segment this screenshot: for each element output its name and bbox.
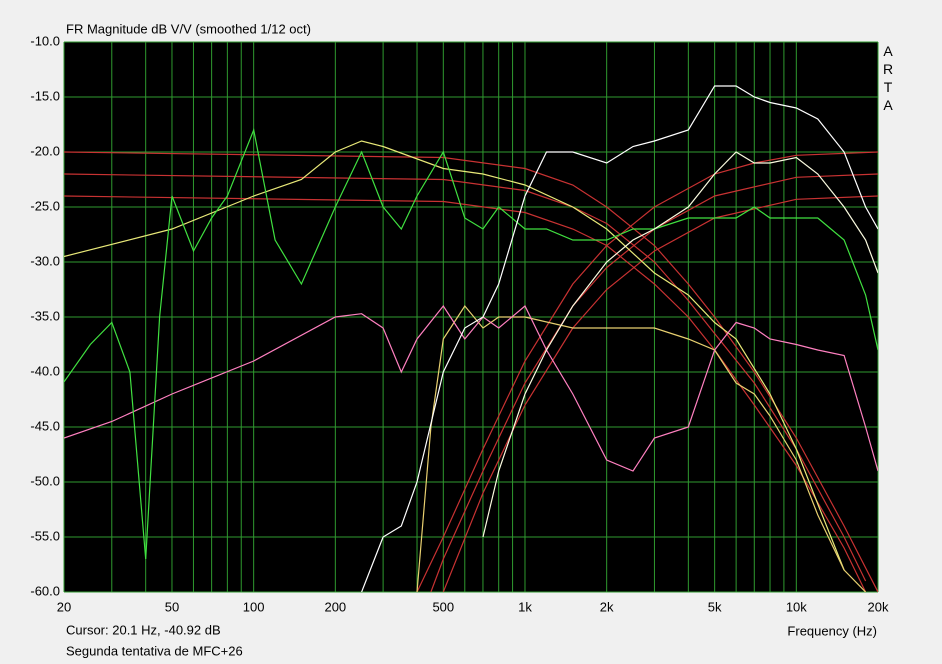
response-curve xyxy=(64,140,845,571)
y-tick-label: -25.0 xyxy=(30,198,60,213)
response-curve xyxy=(64,127,878,560)
x-tick-label: 200 xyxy=(324,599,346,614)
x-tick-label: 1k xyxy=(518,599,532,614)
response-curve xyxy=(64,173,867,582)
response-curve xyxy=(430,173,878,592)
x-tick-label: 5k xyxy=(708,599,722,614)
watermark: ARTA xyxy=(882,43,894,113)
y-tick-label: -10.0 xyxy=(30,33,60,48)
chart-title: FR Magnitude dB V/V (smoothed 1/12 oct) xyxy=(66,21,311,36)
x-tick-label: 100 xyxy=(243,599,265,614)
y-tick-label: -50.0 xyxy=(30,473,60,488)
response-curve xyxy=(442,195,878,592)
y-tick-label: -45.0 xyxy=(30,418,60,433)
response-curve xyxy=(361,85,878,592)
x-tick-label: 10k xyxy=(786,599,807,614)
x-tick-label: 20 xyxy=(57,599,71,614)
response-curve xyxy=(482,151,878,538)
x-tick-label: 20k xyxy=(868,599,889,614)
y-tick-label: -55.0 xyxy=(30,528,60,543)
y-tick-label: -60.0 xyxy=(30,583,60,598)
response-curve xyxy=(64,151,878,592)
y-tick-label: -30.0 xyxy=(30,253,60,268)
cursor-readout: Cursor: 20.1 Hz, -40.92 dB xyxy=(66,622,221,637)
response-curve xyxy=(416,304,867,592)
x-tick-label: 50 xyxy=(165,599,179,614)
response-curve xyxy=(416,151,878,592)
x-tick-label: 2k xyxy=(600,599,614,614)
caption: Segunda tentativa de MFC+26 xyxy=(66,643,243,658)
y-tick-label: -35.0 xyxy=(30,308,60,323)
y-tick-label: -15.0 xyxy=(30,88,60,103)
x-axis-label: Frequency (Hz) xyxy=(787,623,877,638)
y-tick-label: -20.0 xyxy=(30,143,60,158)
x-tick-label: 500 xyxy=(432,599,454,614)
y-tick-label: -40.0 xyxy=(30,363,60,378)
